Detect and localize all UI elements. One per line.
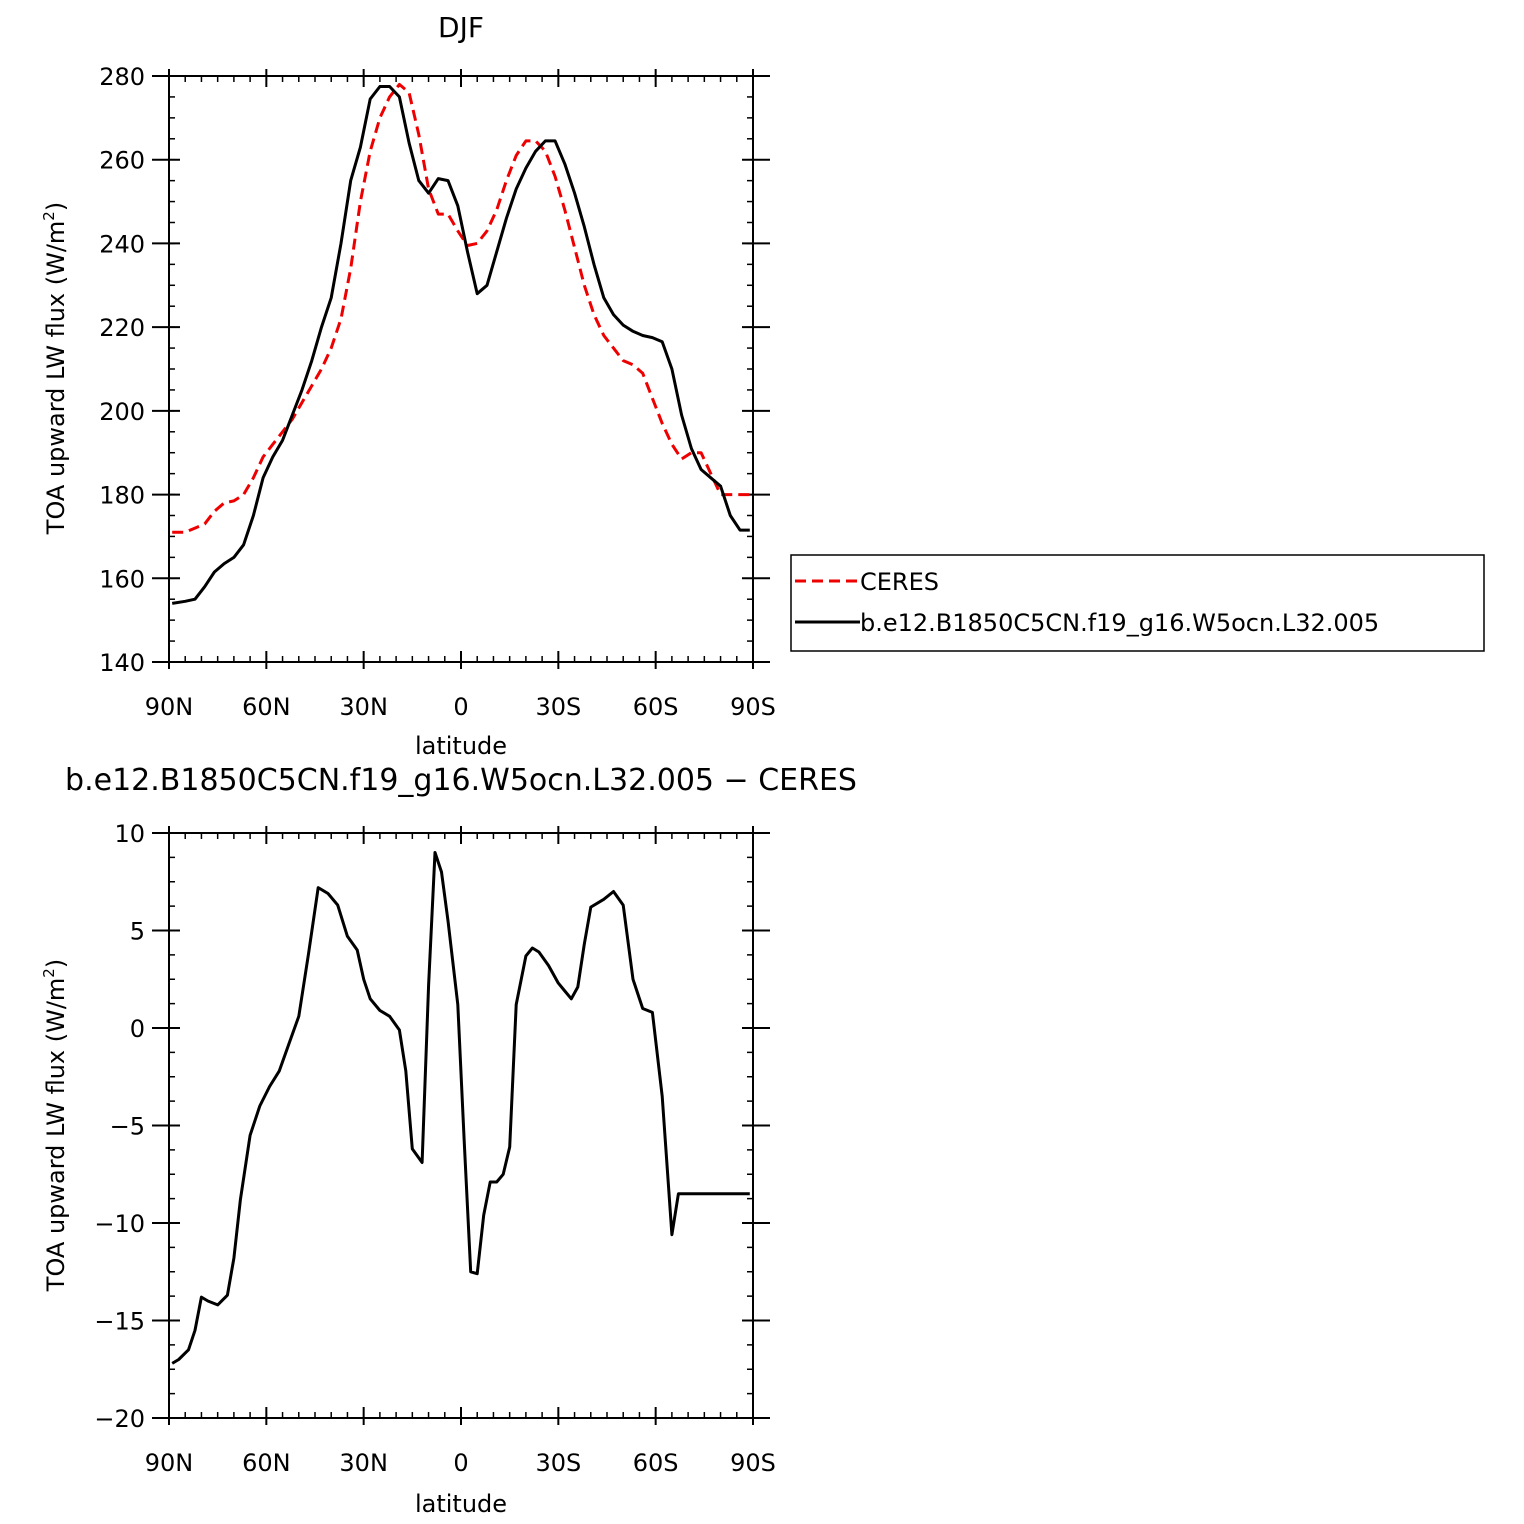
bottom-x-tick-label: 30N bbox=[339, 1449, 388, 1477]
bottom-series-line-difference bbox=[171, 851, 750, 1365]
top-y-axis-label-sup: 2 bbox=[40, 211, 58, 221]
bottom-y-tick-label: −15 bbox=[94, 1308, 145, 1336]
top-x-tick-label: 0 bbox=[453, 693, 468, 721]
top-x-tick-label: 60N bbox=[242, 693, 291, 721]
top-y-tick-label: 260 bbox=[99, 147, 145, 175]
bottom-x-tick-label: 90S bbox=[730, 1449, 776, 1477]
top-y-tick-label: 220 bbox=[99, 314, 145, 342]
bottom-x-tick-label: 0 bbox=[453, 1449, 468, 1477]
bottom-y-tick-label: −5 bbox=[110, 1113, 145, 1141]
bottom-x-tick-label: 60N bbox=[242, 1449, 291, 1477]
top-series-line-model bbox=[171, 85, 750, 605]
bottom-y-tick-label: −10 bbox=[94, 1210, 145, 1238]
bottom-x-tick-label: 60S bbox=[633, 1449, 679, 1477]
top-x-tick-label: 90S bbox=[730, 693, 776, 721]
bottom-y-tick-label: 5 bbox=[130, 918, 145, 946]
bottom-y-tick-label: 0 bbox=[130, 1015, 145, 1043]
bottom-y-axis-label-end: ) bbox=[42, 959, 70, 968]
top-y-tick-label: 180 bbox=[99, 482, 145, 510]
bottom-y-axis-label-sup: 2 bbox=[40, 968, 58, 978]
top-plot-area: 90N 60N 30N 0 30S 60S 90S 140 160 180 200 220 240 260… bbox=[99, 63, 776, 721]
top-y-tick-label: 160 bbox=[99, 565, 145, 593]
top-y-axis-label: TOA upward LW flux (W/m2) bbox=[40, 202, 70, 535]
legend-label-ceres: CERES bbox=[860, 568, 939, 596]
top-x-tick-label: 30N bbox=[339, 693, 388, 721]
top-series-line-ceres bbox=[172, 82, 750, 534]
bottom-x-axis-label: latitude bbox=[415, 1490, 507, 1518]
legend-box bbox=[790, 554, 1485, 652]
top-x-tick-label: 60S bbox=[633, 693, 679, 721]
bottom-y-tick-label: −20 bbox=[94, 1405, 145, 1433]
top-plot-frame bbox=[168, 75, 754, 663]
bottom-x-tick-label: 30S bbox=[535, 1449, 581, 1477]
bottom-chart-title: b.e12.B1850C5CN.f19_g16.W5ocn.L32.005 − … bbox=[65, 763, 857, 798]
top-x-tick-label: 90N bbox=[145, 693, 194, 721]
top-y-axis-label-main: TOA upward LW flux (W/m bbox=[42, 221, 70, 536]
top-x-tick-label: 30S bbox=[535, 693, 581, 721]
legend: CERES b.e12.B1850C5CN.f19_g16.W5ocn.L32.… bbox=[790, 554, 1485, 652]
top-y-axis-label-end: ) bbox=[42, 202, 70, 211]
bottom-x-tick-label: 90N bbox=[145, 1449, 194, 1477]
top-y-tick-label: 200 bbox=[99, 398, 145, 426]
top-panel: DJF 90N 60N 30N 0 30S 60S 90S 140 160 180 200 220 24… bbox=[40, 11, 1485, 760]
bottom-y-axis-label: TOA upward LW flux (W/m2) bbox=[40, 959, 70, 1292]
top-chart-title: DJF bbox=[438, 11, 484, 44]
top-y-tick-label: 140 bbox=[99, 649, 145, 677]
bottom-y-tick-label: 10 bbox=[114, 820, 145, 848]
top-y-tick-label: 280 bbox=[99, 63, 145, 91]
top-x-axis-label: latitude bbox=[415, 732, 507, 760]
bottom-y-axis-label-main: TOA upward LW flux (W/m bbox=[42, 978, 70, 1293]
legend-label-model: b.e12.B1850C5CN.f19_g16.W5ocn.L32.005 bbox=[860, 609, 1379, 637]
top-y-tick-label: 240 bbox=[99, 230, 145, 258]
bottom-plot-area: 90N 60N 30N 0 30S 60S 90S −20 −15 −10 −5 0 5 10 bbox=[94, 820, 776, 1477]
bottom-panel: b.e12.B1850C5CN.f19_g16.W5ocn.L32.005 − … bbox=[40, 763, 857, 1518]
